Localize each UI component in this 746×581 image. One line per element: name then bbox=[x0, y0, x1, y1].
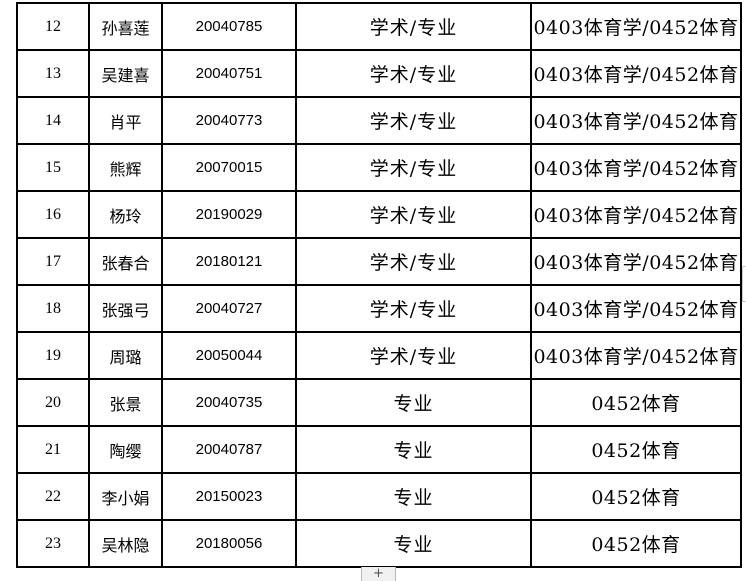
id-cell: 20190029 bbox=[161, 190, 297, 239]
type-cell: 专业 bbox=[295, 519, 532, 568]
subject-cell: 0403体育学/0452体育 bbox=[530, 143, 742, 192]
name-cell: 陶缨 bbox=[88, 425, 163, 474]
table-body: 12 孙喜莲 20040785 学术/专业 0403体育学/0452体育 13 吴建喜 200… bbox=[16, 2, 742, 568]
table-row: 13 吴建喜 20040751 学术/专业 0403体育学/0452体育 bbox=[16, 49, 742, 98]
staff-table: 12 孙喜莲 20040785 学术/专业 0403体育学/0452体育 13 吴建喜 200… bbox=[16, 2, 742, 568]
row-number: 23 bbox=[16, 519, 90, 568]
type-cell: 专业 bbox=[295, 378, 532, 427]
name-cell: 熊辉 bbox=[88, 143, 163, 192]
table-row: 14 肖平 20040773 学术/专业 0403体育学/0452体育 bbox=[16, 96, 742, 145]
subject-cell: 0403体育学/0452体育 bbox=[530, 49, 742, 98]
row-number: 16 bbox=[16, 190, 90, 239]
subject-cell: 0403体育学/0452体育 bbox=[530, 331, 742, 380]
row-number: 15 bbox=[16, 143, 90, 192]
plus-icon: + bbox=[373, 566, 384, 581]
name-cell: 周璐 bbox=[88, 331, 163, 380]
row-number: 12 bbox=[16, 2, 90, 51]
id-cell: 20040773 bbox=[161, 96, 297, 145]
subject-cell: 0403体育学/0452体育 bbox=[530, 237, 742, 286]
name-cell: 张春合 bbox=[88, 237, 163, 286]
row-number: 22 bbox=[16, 472, 90, 521]
name-cell: 李小娟 bbox=[88, 472, 163, 521]
id-cell: 20180056 bbox=[161, 519, 297, 568]
subject-cell: 0403体育学/0452体育 bbox=[530, 190, 742, 239]
table-row: 16 杨玲 20190029 学术/专业 0403体育学/0452体育 bbox=[16, 190, 742, 239]
subject-cell: 0403体育学/0452体育 bbox=[530, 96, 742, 145]
type-cell: 学术/专业 bbox=[295, 143, 532, 192]
table-resize-handle[interactable] bbox=[742, 266, 746, 302]
name-cell: 张强弓 bbox=[88, 284, 163, 333]
row-number: 13 bbox=[16, 49, 90, 98]
table-row: 17 张春合 20180121 学术/专业 0403体育学/0452体育 bbox=[16, 237, 742, 286]
type-cell: 学术/专业 bbox=[295, 331, 532, 380]
id-cell: 20070015 bbox=[161, 143, 297, 192]
id-cell: 20040785 bbox=[161, 2, 297, 51]
id-cell: 20040727 bbox=[161, 284, 297, 333]
table-row: 20 张景 20040735 专业 0452体育 bbox=[16, 378, 742, 427]
subject-cell: 0403体育学/0452体育 bbox=[530, 284, 742, 333]
row-number: 20 bbox=[16, 378, 90, 427]
name-cell: 杨玲 bbox=[88, 190, 163, 239]
type-cell: 学术/专业 bbox=[295, 96, 532, 145]
type-cell: 专业 bbox=[295, 425, 532, 474]
type-cell: 学术/专业 bbox=[295, 284, 532, 333]
table-row: 23 吴林隐 20180056 专业 0452体育 bbox=[16, 519, 742, 568]
table-row: 12 孙喜莲 20040785 学术/专业 0403体育学/0452体育 bbox=[16, 2, 742, 51]
type-cell: 学术/专业 bbox=[295, 2, 532, 51]
name-cell: 张景 bbox=[88, 378, 163, 427]
subject-cell: 0452体育 bbox=[530, 519, 742, 568]
id-cell: 20150023 bbox=[161, 472, 297, 521]
id-cell: 20050044 bbox=[161, 331, 297, 380]
row-number: 17 bbox=[16, 237, 90, 286]
name-cell: 吴林隐 bbox=[88, 519, 163, 568]
table-row: 15 熊辉 20070015 学术/专业 0403体育学/0452体育 bbox=[16, 143, 742, 192]
row-number: 18 bbox=[16, 284, 90, 333]
type-cell: 学术/专业 bbox=[295, 49, 532, 98]
subject-cell: 0403体育学/0452体育 bbox=[530, 2, 742, 51]
row-number: 14 bbox=[16, 96, 90, 145]
name-cell: 肖平 bbox=[88, 96, 163, 145]
id-cell: 20180121 bbox=[161, 237, 297, 286]
table-row: 19 周璐 20050044 学术/专业 0403体育学/0452体育 bbox=[16, 331, 742, 380]
id-cell: 20040787 bbox=[161, 425, 297, 474]
table-row: 21 陶缨 20040787 专业 0452体育 bbox=[16, 425, 742, 474]
type-cell: 学术/专业 bbox=[295, 190, 532, 239]
row-number: 19 bbox=[16, 331, 90, 380]
type-cell: 专业 bbox=[295, 472, 532, 521]
id-cell: 20040751 bbox=[161, 49, 297, 98]
subject-cell: 0452体育 bbox=[530, 472, 742, 521]
subject-cell: 0452体育 bbox=[530, 425, 742, 474]
table-row: 22 李小娟 20150023 专业 0452体育 bbox=[16, 472, 742, 521]
subject-cell: 0452体育 bbox=[530, 378, 742, 427]
type-cell: 学术/专业 bbox=[295, 237, 532, 286]
name-cell: 孙喜莲 bbox=[88, 2, 163, 51]
id-cell: 20040735 bbox=[161, 378, 297, 427]
name-cell: 吴建喜 bbox=[88, 49, 163, 98]
row-number: 21 bbox=[16, 425, 90, 474]
add-row-button[interactable]: + bbox=[361, 567, 396, 581]
table-row: 18 张强弓 20040727 学术/专业 0403体育学/0452体育 bbox=[16, 284, 742, 333]
